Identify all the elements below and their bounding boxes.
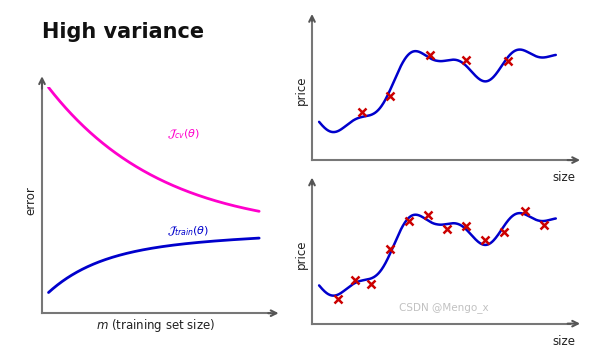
Text: $\mathcal{J}_{train}(\theta)$: $\mathcal{J}_{train}(\theta)$ xyxy=(167,224,209,238)
X-axis label: $m$ (training set size): $m$ (training set size) xyxy=(97,317,215,334)
Y-axis label: price: price xyxy=(295,76,308,105)
Text: size: size xyxy=(552,171,575,184)
Text: High variance: High variance xyxy=(42,22,204,42)
Y-axis label: price: price xyxy=(295,239,308,269)
Text: $\mathcal{J}_{cv}(\theta)$: $\mathcal{J}_{cv}(\theta)$ xyxy=(167,127,200,141)
Y-axis label: error: error xyxy=(25,186,38,214)
Text: size: size xyxy=(552,335,575,348)
Text: CSDN @Mengo_x: CSDN @Mengo_x xyxy=(399,302,489,313)
